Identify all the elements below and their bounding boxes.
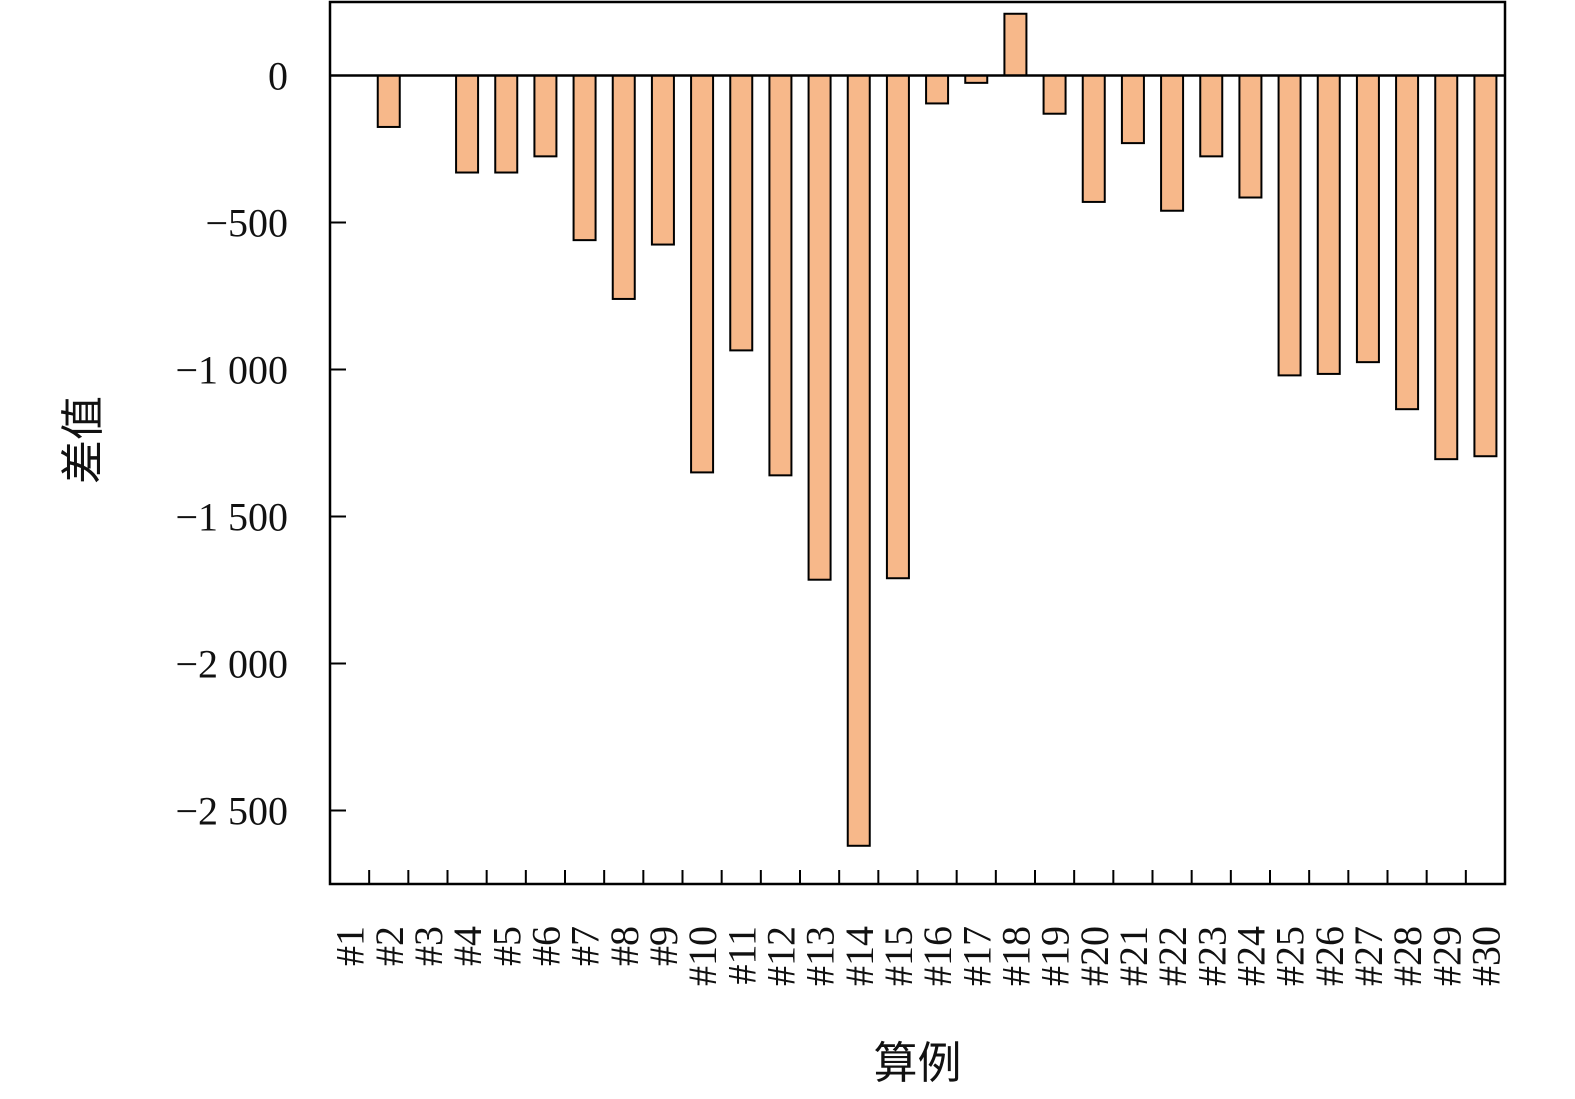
x-tick-label: #9 (641, 926, 686, 966)
x-tick-label: #24 (1228, 926, 1273, 986)
x-tick-label: #29 (1424, 926, 1469, 986)
bar-5 (494, 74, 519, 174)
bar-24 (1238, 74, 1263, 199)
x-tick-label: #17 (954, 926, 999, 986)
bar-11 (729, 74, 754, 352)
x-tick-label: #10 (680, 926, 725, 986)
x-tick-label: #6 (523, 926, 568, 966)
x-tick-label: #16 (915, 926, 960, 986)
bar-22 (1160, 74, 1185, 212)
x-tick-label: #28 (1385, 926, 1430, 986)
x-tick-label: #21 (1111, 926, 1156, 986)
bar-21 (1120, 74, 1145, 145)
x-tick-label: #25 (1268, 926, 1313, 986)
bars-layer (376, 12, 1498, 847)
x-tick-label: #30 (1463, 926, 1508, 986)
y-tick-label: 0 (268, 54, 288, 99)
x-tick-label: #14 (837, 926, 882, 986)
bar-10 (690, 74, 715, 474)
bar-2 (376, 74, 401, 128)
x-tick-label: #5 (484, 926, 529, 966)
bar-23 (1199, 74, 1224, 158)
x-tick-label: #23 (1189, 926, 1234, 986)
bar-9 (650, 74, 675, 246)
bar-18 (1003, 12, 1028, 77)
y-axis-ticks: 0 −500 −1 000 −1 500 −2 000 −2 500 (175, 54, 346, 834)
y-tick-label: −500 (205, 201, 288, 246)
x-axis-label: 算例 (874, 1038, 962, 1089)
bar-19 (1042, 74, 1067, 115)
bar-13 (807, 74, 832, 581)
bar-29 (1434, 74, 1459, 461)
bar-7 (572, 74, 597, 242)
x-tick-label: #12 (758, 926, 803, 986)
x-tick-label: #15 (876, 926, 921, 986)
bar-16 (925, 74, 950, 105)
x-tick-label: #3 (406, 926, 451, 966)
x-tick-label: #7 (563, 926, 608, 966)
x-tick-label: #20 (1072, 926, 1117, 986)
x-tick-label: #19 (1033, 926, 1078, 986)
y-axis-label: 差值 (58, 396, 109, 484)
x-tick-label: #13 (798, 926, 843, 986)
y-tick-label: −2 000 (175, 642, 288, 687)
bar-30 (1473, 74, 1498, 458)
bar-20 (1081, 74, 1106, 203)
x-axis-ticks: #1#2#3#4#5#6#7#8#9#10#11#12#13#14#15#16#… (328, 870, 1508, 986)
bar-26 (1316, 74, 1341, 375)
bar-12 (768, 74, 793, 477)
x-tick-label: #27 (1346, 926, 1391, 986)
bar-8 (611, 74, 636, 300)
bar-27 (1355, 74, 1380, 364)
y-tick-label: −1 500 (175, 495, 288, 540)
y-tick-label: −2 500 (175, 789, 288, 834)
bar-15 (885, 74, 910, 580)
x-tick-label: #8 (602, 926, 647, 966)
y-tick-label: −1 000 (175, 348, 288, 393)
x-tick-label: #11 (719, 926, 764, 985)
x-tick-label: #26 (1307, 926, 1352, 986)
x-tick-label: #22 (1150, 926, 1195, 986)
bar-28 (1395, 74, 1420, 411)
bar-14 (846, 74, 871, 847)
bar-4 (455, 74, 480, 174)
bar-25 (1277, 74, 1302, 377)
x-tick-label: #1 (328, 926, 373, 966)
x-tick-label: #2 (367, 926, 412, 966)
x-tick-label: #18 (993, 926, 1038, 986)
x-tick-label: #4 (445, 926, 490, 966)
bar-6 (533, 74, 558, 158)
